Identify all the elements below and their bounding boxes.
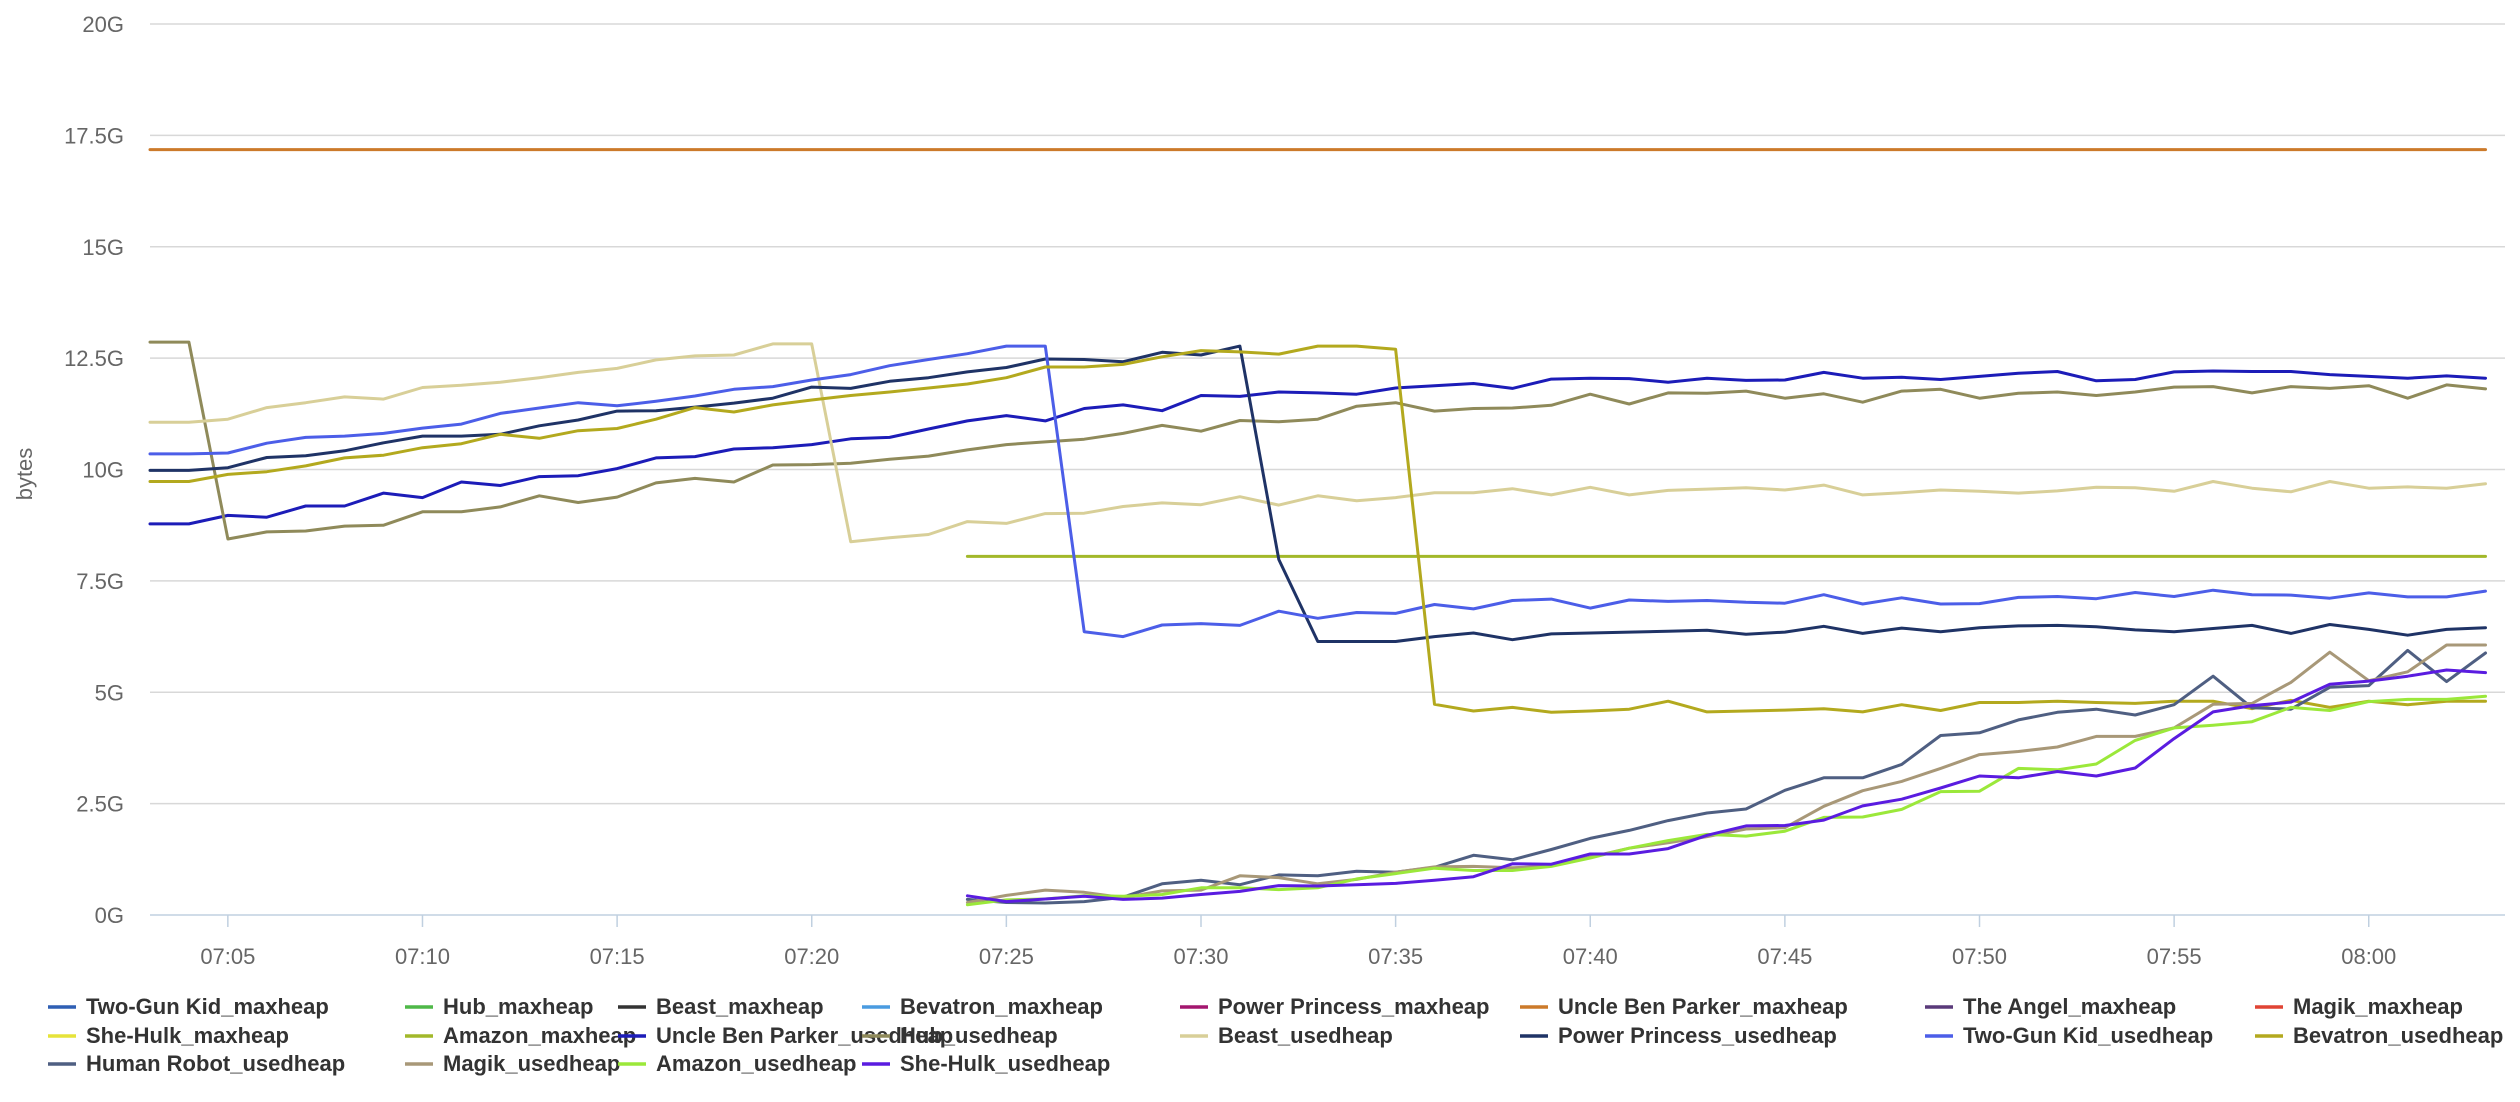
legend-item[interactable]: Uncle Ben Parker_usedheap <box>618 1023 953 1048</box>
legend-label: Two-Gun Kid_maxheap <box>86 994 329 1019</box>
x-tick-label: 07:55 <box>2147 944 2202 969</box>
legend-item[interactable]: Power Princess_usedheap <box>1520 1023 1837 1048</box>
y-axis-title: bytes <box>12 448 37 501</box>
legend-label: Hub_maxheap <box>443 994 593 1019</box>
legend-item[interactable]: Two-Gun Kid_maxheap <box>48 994 329 1019</box>
legend-label: The Angel_maxheap <box>1963 994 2176 1019</box>
legend-item[interactable]: Uncle Ben Parker_maxheap <box>1520 994 1848 1019</box>
legend: Two-Gun Kid_maxheap Hub_maxheap Beast_maxh… <box>48 994 2503 1076</box>
x-tick-label: 08:00 <box>2341 944 2396 969</box>
legend-label: Magik_maxheap <box>2293 994 2463 1019</box>
series-line-she-hulk-usedheap[interactable] <box>965 668 2487 904</box>
legend-item[interactable]: She-Hulk_maxheap <box>48 1023 289 1048</box>
legend-item[interactable]: Two-Gun Kid_usedheap <box>1925 1023 2213 1048</box>
x-tick-label: 07:50 <box>1952 944 2007 969</box>
legend-label: Hub_usedheap <box>900 1023 1058 1048</box>
legend-item[interactable]: Hub_usedheap <box>862 1023 1058 1048</box>
legend-label: Beast_usedheap <box>1218 1023 1393 1048</box>
series-lines <box>148 148 2487 907</box>
legend-item[interactable]: Amazon_maxheap <box>405 1023 636 1048</box>
legend-label: She-Hulk_maxheap <box>86 1023 289 1048</box>
legend-item[interactable]: The Angel_maxheap <box>1925 994 2176 1019</box>
legend-label: Human Robot_usedheap <box>86 1051 345 1076</box>
legend-label: Amazon_maxheap <box>443 1023 636 1048</box>
legend-label: Beast_maxheap <box>656 994 824 1019</box>
y-tick-label: 20G <box>82 12 124 37</box>
legend-label: Bevatron_maxheap <box>900 994 1103 1019</box>
x-tick-label: 07:15 <box>590 944 645 969</box>
series-line-bevatron-usedheap[interactable] <box>148 344 2487 714</box>
series-line-two-gun-kid-usedheap[interactable] <box>148 344 2487 639</box>
series-line-uncle-ben-parker-usedheap[interactable] <box>148 369 2487 526</box>
y-tick-label: 2.5G <box>76 792 124 817</box>
x-tick-label: 07:20 <box>784 944 839 969</box>
x-tick-label: 07:40 <box>1563 944 1618 969</box>
x-tick-label: 07:45 <box>1757 944 1812 969</box>
series-line-beast-usedheap[interactable] <box>148 342 2487 544</box>
y-tick-label: 12.5G <box>64 346 124 371</box>
legend-item[interactable]: Amazon_usedheap <box>618 1051 857 1076</box>
x-tick-label: 07:30 <box>1173 944 1228 969</box>
y-tick-label: 17.5G <box>64 123 124 148</box>
legend-label: Power Princess_maxheap <box>1218 994 1489 1019</box>
legend-item[interactable]: She-Hulk_usedheap <box>862 1051 1110 1076</box>
legend-item[interactable]: Power Princess_maxheap <box>1180 994 1489 1019</box>
legend-label: Two-Gun Kid_usedheap <box>1963 1023 2213 1048</box>
legend-label: Power Princess_usedheap <box>1558 1023 1837 1048</box>
legend-item[interactable]: Beast_maxheap <box>618 994 824 1019</box>
x-tick-label: 07:05 <box>200 944 255 969</box>
legend-item[interactable]: Magik_maxheap <box>2255 994 2463 1019</box>
legend-label: Magik_usedheap <box>443 1051 620 1076</box>
legend-label: Uncle Ben Parker_usedheap <box>656 1023 953 1048</box>
series-line-amazon-usedheap[interactable] <box>965 694 2487 907</box>
x-tick-label: 07:35 <box>1368 944 1423 969</box>
legend-label: Bevatron_usedheap <box>2293 1023 2503 1048</box>
y-tick-label: 7.5G <box>76 569 124 594</box>
y-axis-ticks: 0G 2.5G 5G 7.5G 10G 12.5G 15G 17.5G 20G <box>64 12 124 928</box>
legend-label: Uncle Ben Parker_maxheap <box>1558 994 1848 1019</box>
series-line-magik-usedheap[interactable] <box>965 643 2487 904</box>
legend-label: Amazon_usedheap <box>656 1051 857 1076</box>
legend-item[interactable]: Hub_maxheap <box>405 994 593 1019</box>
legend-item[interactable]: Bevatron_usedheap <box>2255 1023 2503 1048</box>
legend-label: She-Hulk_usedheap <box>900 1051 1110 1076</box>
x-tick-label: 07:10 <box>395 944 450 969</box>
series-line-power-princess-usedheap[interactable] <box>148 344 2487 643</box>
y-tick-label: 10G <box>82 458 124 483</box>
grid-lines <box>150 23 2505 916</box>
legend-item[interactable]: Magik_usedheap <box>405 1051 620 1076</box>
series-line-hub-usedheap[interactable] <box>148 340 2487 541</box>
x-axis-ticks: 07:05 07:10 07:15 07:20 07:25 07:30 07:35 07:40… <box>200 915 2396 969</box>
y-tick-label: 0G <box>95 903 124 928</box>
legend-item[interactable]: Bevatron_maxheap <box>862 994 1103 1019</box>
x-tick-label: 07:25 <box>979 944 1034 969</box>
series-line-human-robot-usedheap[interactable] <box>965 648 2487 905</box>
y-tick-label: 15G <box>82 235 124 260</box>
legend-item[interactable]: Beast_usedheap <box>1180 1023 1393 1048</box>
y-tick-label: 5G <box>95 680 124 705</box>
legend-item[interactable]: Human Robot_usedheap <box>48 1051 345 1076</box>
